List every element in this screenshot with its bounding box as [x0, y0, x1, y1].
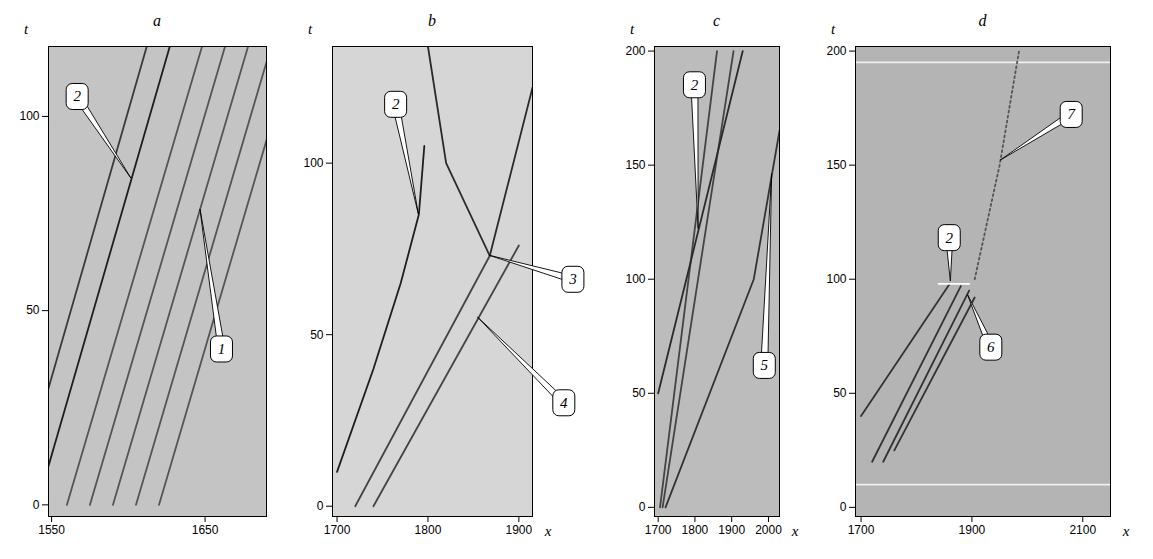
svg-text:0: 0 [317, 499, 324, 513]
svg-text:c: c [713, 12, 720, 29]
svg-text:1550: 1550 [38, 523, 65, 537]
svg-text:1900: 1900 [718, 523, 745, 537]
svg-text:100: 100 [625, 272, 645, 286]
svg-text:5: 5 [761, 357, 769, 373]
svg-text:x: x [791, 523, 799, 539]
svg-text:1700: 1700 [324, 523, 351, 537]
svg-text:2100: 2100 [1069, 523, 1096, 537]
svg-text:b: b [428, 12, 436, 29]
svg-text:a: a [153, 12, 161, 29]
svg-text:100: 100 [19, 109, 39, 123]
svg-text:100: 100 [826, 272, 846, 286]
svg-text:2000: 2000 [755, 523, 782, 537]
svg-text:4: 4 [560, 395, 568, 411]
svg-text:3: 3 [568, 271, 577, 287]
svg-text:7: 7 [1067, 106, 1076, 122]
svg-text:0: 0 [33, 498, 40, 512]
svg-text:50: 50 [632, 386, 646, 400]
svg-text:50: 50 [833, 386, 847, 400]
svg-text:1700: 1700 [645, 523, 672, 537]
svg-text:100: 100 [303, 156, 323, 170]
svg-text:0: 0 [840, 500, 847, 514]
svg-text:6: 6 [987, 339, 995, 355]
svg-text:t: t [630, 21, 635, 37]
svg-text:1900: 1900 [959, 523, 986, 537]
svg-text:0: 0 [639, 500, 646, 514]
svg-text:200: 200 [826, 44, 846, 58]
svg-text:d: d [979, 12, 988, 29]
svg-text:1: 1 [218, 341, 226, 357]
svg-text:50: 50 [310, 328, 324, 342]
svg-text:1800: 1800 [682, 523, 709, 537]
svg-text:150: 150 [826, 158, 846, 172]
svg-text:150: 150 [625, 158, 645, 172]
svg-text:200: 200 [625, 44, 645, 58]
svg-text:t: t [308, 21, 313, 37]
svg-text:1700: 1700 [848, 523, 875, 537]
svg-text:2: 2 [392, 96, 400, 112]
svg-text:1650: 1650 [192, 523, 219, 537]
svg-text:1800: 1800 [415, 523, 442, 537]
svg-text:x: x [1122, 523, 1130, 539]
svg-text:2: 2 [945, 230, 953, 246]
svg-text:x: x [544, 523, 552, 539]
svg-text:1900: 1900 [506, 523, 533, 537]
svg-text:2: 2 [691, 77, 699, 93]
svg-text:2: 2 [73, 88, 81, 104]
svg-text:t: t [831, 21, 836, 37]
svg-text:t: t [24, 21, 29, 37]
svg-text:50: 50 [26, 303, 40, 317]
